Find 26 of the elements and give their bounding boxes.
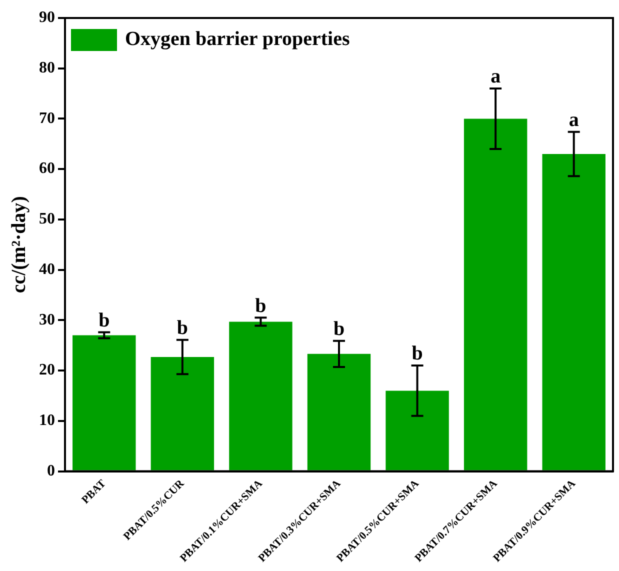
annotation: b — [255, 294, 266, 317]
y-tick-label: 60 — [39, 160, 55, 178]
annotation: a — [568, 108, 579, 131]
bar — [229, 322, 292, 470]
bar — [386, 390, 449, 470]
annotation: b — [333, 318, 345, 340]
annotation: b — [176, 316, 188, 339]
legend-label: Oxygen barrier properties — [125, 28, 350, 50]
y-tick-label: 40 — [39, 260, 55, 278]
y-tick-label: 30 — [39, 311, 55, 328]
bar — [542, 154, 606, 470]
y-axis-title: cc/(m²·day) — [8, 196, 30, 294]
annotation: b — [412, 342, 423, 365]
annotation: b — [98, 309, 110, 332]
bar — [307, 354, 371, 470]
bar — [464, 118, 528, 470]
y-tick-label: 80 — [39, 60, 55, 77]
y-tick-label: 50 — [39, 210, 55, 228]
bar — [72, 335, 136, 470]
y-tick-label: 70 — [39, 110, 55, 127]
y-tick-label: 90 — [39, 9, 55, 26]
y-tick-label: 10 — [39, 412, 55, 430]
bar — [150, 356, 214, 470]
annotation: a — [490, 66, 501, 88]
y-tick-label: 20 — [39, 362, 55, 379]
y-tick-label: 0 — [47, 462, 55, 480]
